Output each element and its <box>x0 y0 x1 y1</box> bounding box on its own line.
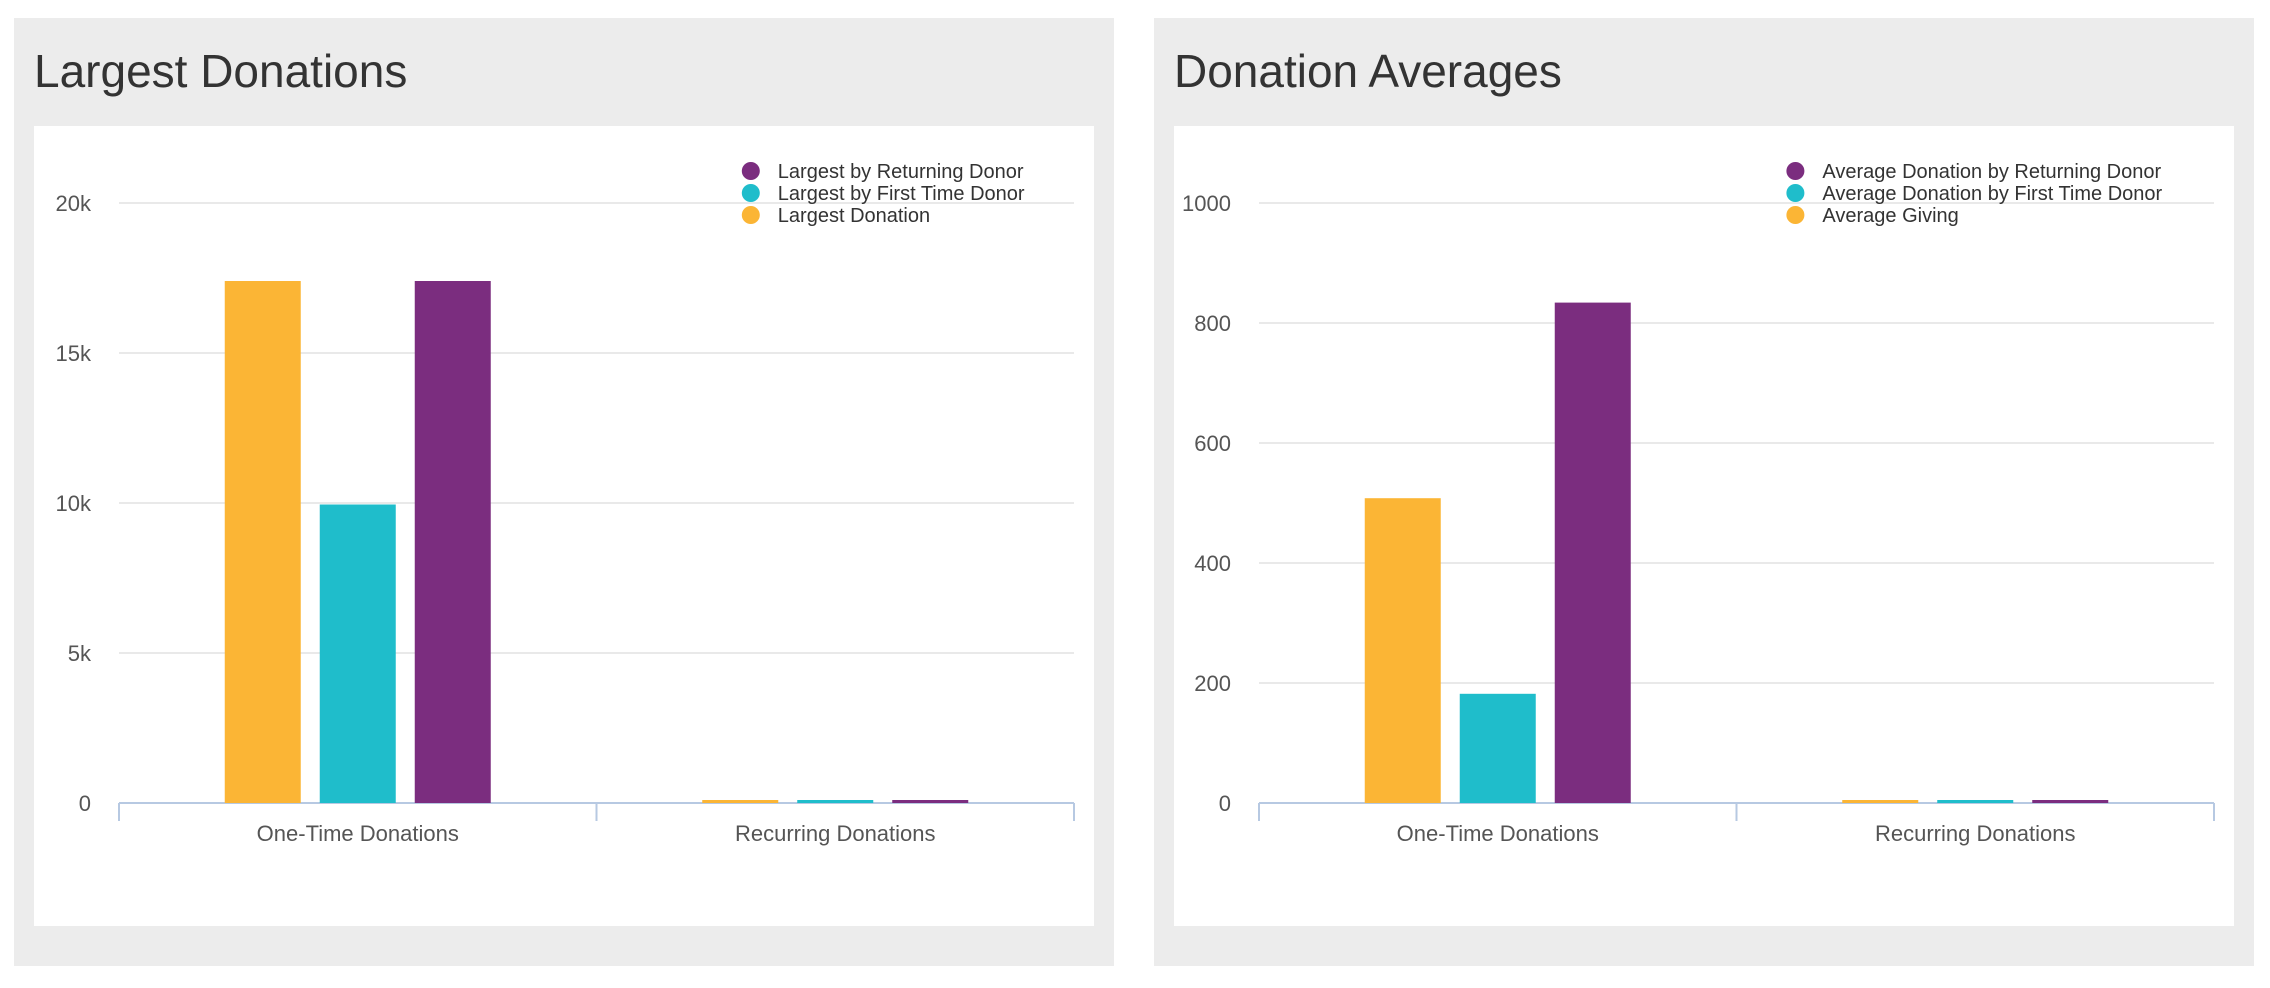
bar <box>224 281 301 803</box>
bar <box>702 800 779 803</box>
y-tick-label: 10k <box>56 491 92 516</box>
legend-marker <box>1786 184 1805 202</box>
bar <box>1459 693 1536 803</box>
bar <box>319 504 396 803</box>
y-tick-label: 1000 <box>1182 191 1231 216</box>
bar <box>1554 302 1631 803</box>
donation-averages-panel: Donation Averages 0 200 400 600 800 1000 One-T… <box>1154 18 2254 966</box>
y-tick-label: 200 <box>1194 671 1231 696</box>
legend-entry: Average Giving <box>1822 205 1958 227</box>
y-tick-label: 0 <box>79 791 91 816</box>
x-tick-label: Recurring Donations <box>1875 821 2076 846</box>
panel-title: Donation Averages <box>1174 45 1562 97</box>
panel-title: Largest Donations <box>34 45 408 97</box>
y-tick-label: 15k <box>56 341 92 366</box>
donation-averages-chart-card: 0 200 400 600 800 1000 One-Time Donations Recur… <box>1174 126 2234 926</box>
legend-marker <box>1786 162 1805 180</box>
donation-averages-chart: 0 200 400 600 800 1000 One-Time Donations Recur… <box>1182 161 2215 846</box>
largest-donations-panel: Largest Donations 0 5k 10k 15k 20k One-Time D… <box>14 18 1114 966</box>
legend-marker <box>1786 206 1805 224</box>
y-tick-label: 800 <box>1194 311 1231 336</box>
bar <box>1937 800 2014 803</box>
legend-marker <box>741 184 760 202</box>
legend-entry: Average Donation by Returning Donor <box>1822 161 2161 183</box>
x-tick-label: One-Time Donations <box>1397 821 1599 846</box>
x-tick-label: Recurring Donations <box>735 821 936 846</box>
largest-donations-chart-card: 0 5k 10k 15k 20k One-Time Donations Recurring … <box>34 126 1094 926</box>
legend-entry: Largest by Returning Donor <box>778 161 1024 183</box>
bar <box>797 800 874 803</box>
y-tick-label: 20k <box>56 191 92 216</box>
y-tick-label: 400 <box>1194 551 1231 576</box>
legend-marker <box>741 162 760 180</box>
y-tick-label: 600 <box>1194 431 1231 456</box>
y-tick-label: 5k <box>68 641 92 666</box>
largest-donations-chart: 0 5k 10k 15k 20k One-Time Donations Recurring … <box>56 161 1075 846</box>
bar <box>892 800 969 803</box>
bar <box>1364 498 1441 803</box>
bar <box>414 281 491 803</box>
bar <box>2032 800 2109 803</box>
bar <box>1842 800 1919 803</box>
x-tick-label: One-Time Donations <box>257 821 459 846</box>
legend-entry: Largest Donation <box>778 205 930 227</box>
legend-marker <box>741 206 760 224</box>
y-tick-label: 0 <box>1219 791 1231 816</box>
legend-entry: Average Donation by First Time Donor <box>1822 183 2162 205</box>
legend-entry: Largest by First Time Donor <box>778 183 1025 205</box>
